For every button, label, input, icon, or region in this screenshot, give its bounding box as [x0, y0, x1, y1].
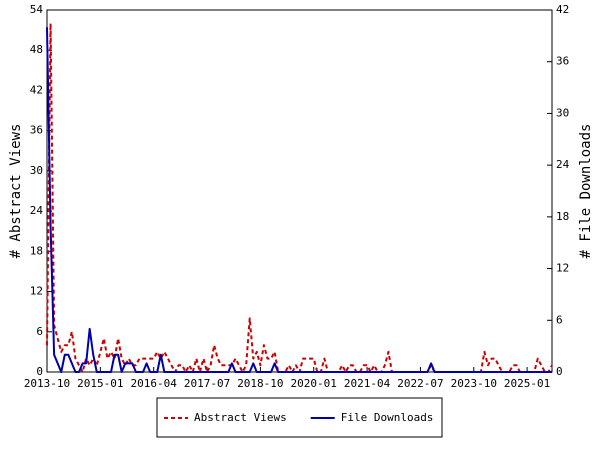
- y2-tick-label: 6: [556, 313, 563, 326]
- y-tick-label: 12: [30, 285, 43, 298]
- x-tick-label: 2023-10: [451, 377, 497, 390]
- y-tick-label: 54: [30, 3, 44, 16]
- y-tick-label: 48: [30, 43, 43, 56]
- x-tick-label: 2017-07: [184, 377, 230, 390]
- x-tick-label: 2025-01: [504, 377, 550, 390]
- legend-box: [156, 397, 443, 438]
- plot-frame: [46, 9, 553, 373]
- y2-tick-label: 18: [556, 210, 569, 223]
- y-tick-label: 36: [30, 124, 43, 137]
- x-tick-label: 2021-04: [344, 377, 391, 390]
- y-tick-label: 30: [30, 164, 43, 177]
- y-tick-label: 18: [30, 244, 43, 257]
- y-axis-title: # Abstract Views: [8, 124, 24, 259]
- y2-tick-label: 0: [556, 365, 563, 378]
- y2-tick-label: 30: [556, 106, 569, 119]
- y2-tick-label: 24: [556, 158, 570, 171]
- y-tick-label: 24: [30, 204, 44, 217]
- x-tick-label: 2013-10: [24, 377, 70, 390]
- y2-axis-title: # File Downloads: [578, 124, 594, 259]
- x-tick-label: 2022-07: [397, 377, 443, 390]
- y-tick-label: 42: [30, 83, 43, 96]
- legend-label: Abstract Views: [194, 411, 287, 424]
- y2-tick-label: 36: [556, 55, 569, 68]
- data-line: [46, 22, 553, 373]
- y2-tick-label: 42: [556, 3, 569, 16]
- y-tick-label: 6: [36, 325, 43, 338]
- legend-label: File Downloads: [341, 411, 434, 424]
- y2-tick-label: 12: [556, 262, 569, 275]
- x-tick-label: 2016-04: [131, 377, 178, 390]
- x-tick-label: 2020-01: [291, 377, 337, 390]
- x-tick-label: 2015-01: [77, 377, 123, 390]
- y-tick-label: 0: [36, 365, 43, 378]
- x-tick-label: 2018-10: [237, 377, 283, 390]
- data-line: [46, 27, 552, 373]
